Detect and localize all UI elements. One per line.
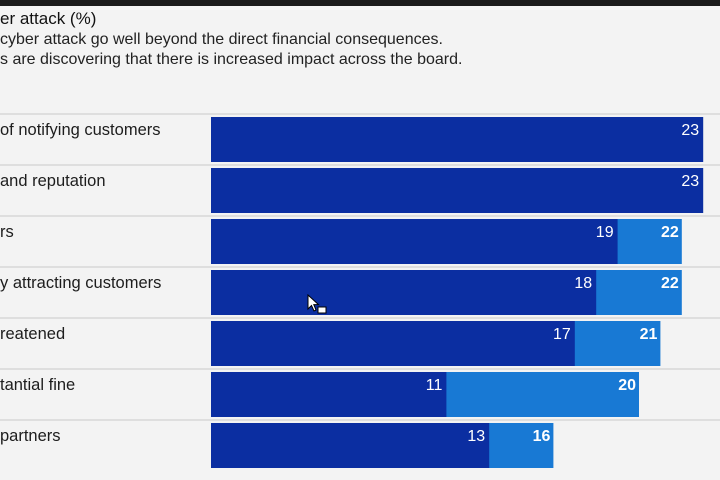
chart-subtitle-line-2: s are discovering that there is increase… [0, 51, 463, 68]
category-label: y attracting customers [0, 274, 161, 292]
bar-previous [211, 372, 447, 417]
category-label: and reputation [0, 172, 106, 190]
value-label-previous: 13 [467, 428, 485, 445]
bar-previous [211, 270, 597, 315]
value-label-previous: 23 [681, 122, 699, 139]
value-label-previous: 17 [553, 326, 571, 343]
category-label: of notifying customers [0, 121, 161, 139]
bar-previous [211, 219, 618, 264]
value-label-current: 22 [661, 224, 679, 241]
category-label: reatened [0, 325, 65, 343]
mouse-cursor-icon [307, 294, 327, 314]
value-label-current: 22 [661, 275, 679, 292]
value-label-current: 20 [618, 377, 636, 394]
bar-previous [211, 117, 704, 162]
category-label: rs [0, 223, 14, 241]
category-label: tantial fine [0, 376, 75, 394]
top-rule [0, 0, 720, 6]
value-label-previous: 11 [426, 377, 443, 394]
chart-subtitle-line-1: cyber attack go well beyond the direct f… [0, 31, 443, 48]
bar-previous [211, 423, 490, 468]
value-label-current: 16 [533, 428, 551, 445]
bar-previous [211, 321, 575, 366]
value-label-previous: 18 [574, 275, 592, 292]
value-label-current: 21 [640, 326, 658, 343]
value-label-previous: 23 [681, 173, 699, 190]
value-label-previous: 19 [596, 224, 614, 241]
category-label: partners [0, 427, 61, 445]
bar-previous [211, 168, 704, 213]
chart-title: er attack (%) [0, 9, 97, 28]
